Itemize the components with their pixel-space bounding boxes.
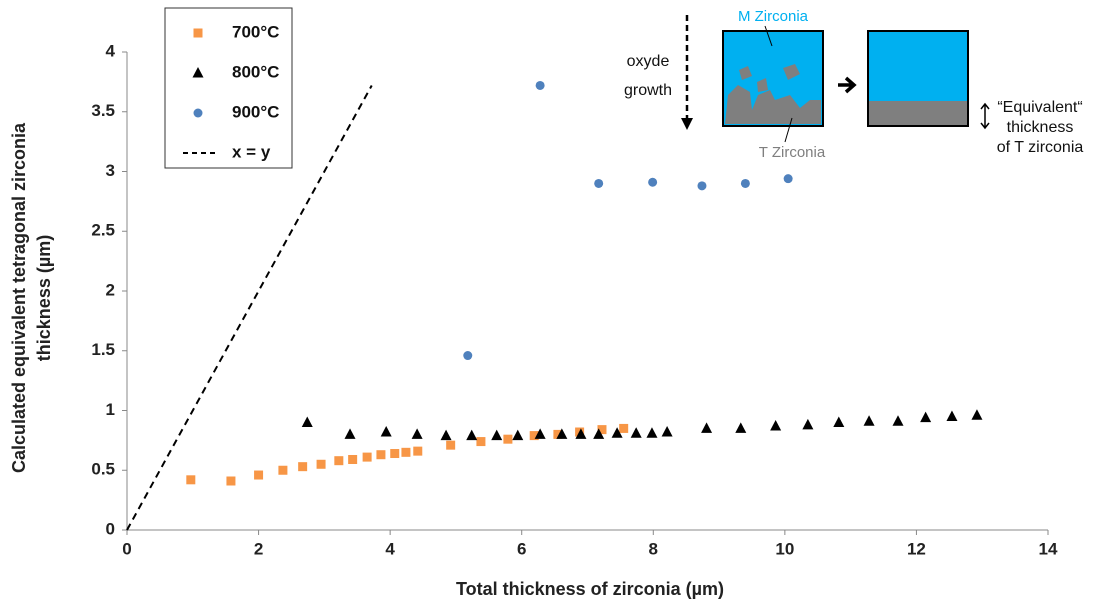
x-tick-label: 4 (385, 539, 395, 558)
point (701, 422, 713, 433)
annotation: oxyde (627, 53, 670, 70)
point (278, 465, 288, 475)
point (646, 427, 658, 438)
point (920, 411, 932, 423)
legend-label: 900°C (232, 102, 279, 121)
point (770, 420, 782, 431)
legend-box (164, 7, 293, 169)
point (553, 429, 563, 439)
legend-label: 700°C (232, 22, 279, 41)
x-tick-label: 6 (517, 539, 526, 558)
pointer (784, 117, 793, 143)
legend-label: 800°C (232, 62, 279, 81)
point (390, 449, 400, 459)
legend-symbol (193, 108, 203, 118)
x-tick-label: 14 (1039, 539, 1058, 558)
point (401, 447, 411, 457)
pointer (764, 25, 773, 47)
legend-symbol (192, 67, 204, 78)
point (535, 80, 545, 90)
point (971, 409, 983, 420)
point (783, 174, 793, 184)
point (301, 416, 313, 427)
point (529, 431, 539, 441)
point (334, 456, 344, 466)
point (833, 416, 845, 427)
point (619, 423, 629, 433)
point (226, 476, 236, 486)
y-tick-label: 3 (106, 161, 115, 180)
x-tick-label: 12 (907, 539, 926, 558)
point (594, 178, 604, 188)
x-tick-label: 10 (775, 539, 794, 558)
point (575, 428, 587, 439)
point (946, 410, 958, 421)
point (476, 437, 486, 447)
point (556, 428, 568, 439)
t-zirconia-layer (869, 101, 967, 125)
point (735, 422, 747, 433)
point (648, 177, 658, 187)
point (466, 429, 478, 441)
t-zirconia-grain (739, 64, 800, 92)
y-tick-label: 1.5 (91, 340, 115, 359)
x-tick-label: 2 (254, 539, 263, 558)
y-axis-title: Calculated equivalent tetragonal zirconi… (9, 122, 29, 473)
point (186, 475, 196, 485)
x-axis-title: Total thickness of zirconia (µm) (456, 579, 724, 599)
annotation: T Zirconia (759, 144, 826, 161)
y-tick-label: 3.5 (91, 101, 115, 120)
annotation: “Equivalent“ (997, 99, 1082, 116)
point (463, 351, 473, 361)
legend-symbol (193, 28, 203, 38)
t-zirconia-region (725, 85, 821, 124)
thickness-arrow (980, 102, 990, 130)
point (440, 429, 452, 441)
point (503, 434, 513, 444)
inset-diagram: oxyde growth M Zirconia T Zirconia “Equi… (624, 8, 1083, 161)
point (380, 426, 392, 437)
point (534, 428, 546, 439)
point (446, 440, 456, 450)
point (362, 452, 372, 462)
annotation: thickness (1007, 119, 1074, 136)
point (411, 428, 423, 439)
transform-arrow (838, 76, 857, 94)
point (344, 428, 356, 439)
y-tick-label: 0.5 (91, 460, 115, 479)
point (740, 178, 750, 188)
point (491, 429, 503, 441)
point (863, 415, 875, 426)
legend-label: x = y (232, 142, 271, 161)
point (413, 446, 423, 456)
y-axis-title: thickness (µm) (34, 235, 54, 361)
arrow-head (681, 118, 693, 130)
annotation: growth (624, 82, 672, 99)
point (661, 426, 673, 437)
x-tick-label: 0 (122, 539, 131, 558)
point (892, 415, 904, 426)
y-tick-label: 0 (106, 519, 115, 538)
point (697, 181, 707, 191)
identity-line (126, 84, 373, 531)
point (316, 459, 326, 469)
point (802, 418, 814, 430)
point (611, 427, 623, 438)
point (512, 429, 524, 441)
point (254, 470, 264, 480)
y-tick-label: 2 (106, 280, 115, 299)
y-tick-label: 2.5 (91, 221, 115, 240)
point (630, 427, 642, 438)
point (348, 454, 358, 464)
annotation: M Zirconia (738, 8, 809, 25)
y-tick-label: 4 (106, 41, 116, 60)
point (593, 428, 605, 439)
point (597, 425, 607, 435)
point (298, 462, 308, 472)
y-tick-label: 1 (106, 400, 115, 419)
x-tick-label: 8 (649, 539, 658, 558)
point (376, 450, 386, 460)
annotation: of T zirconia (997, 139, 1084, 156)
